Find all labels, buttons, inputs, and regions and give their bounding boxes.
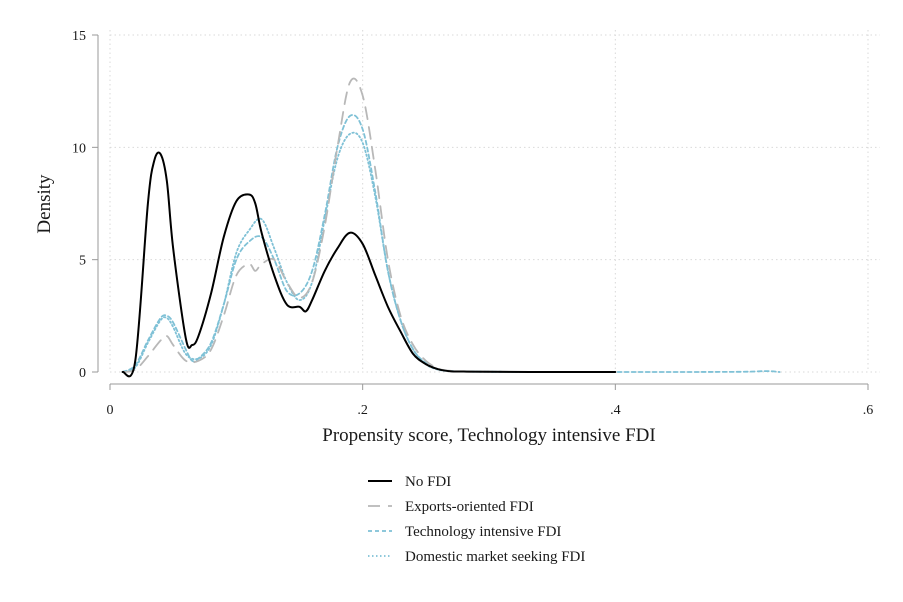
- x-tick-label: .6: [863, 403, 874, 418]
- grid-lines: [109, 30, 880, 373]
- series-line: [121, 77, 617, 373]
- x-tick-label: 0: [107, 403, 114, 418]
- legend-label: Exports-oriented FDI: [405, 499, 534, 515]
- tick-labels: 0 5 10 15 0 .2 .4 .6: [72, 29, 873, 418]
- legend-label: No FDI: [405, 474, 451, 490]
- y-tick-label: 10: [72, 141, 86, 156]
- legend-label: Technology intensive FDI: [405, 524, 561, 540]
- x-tick-label: .4: [610, 403, 621, 418]
- y-tick-label: 15: [72, 29, 86, 44]
- x-tick-label: .2: [357, 403, 368, 418]
- legend-label: Domestic market seeking FDI: [405, 549, 585, 565]
- legend: No FDI Exports-oriented FDI Technology int…: [368, 474, 585, 565]
- y-tick-label: 5: [79, 254, 86, 269]
- series-line: [121, 151, 617, 378]
- axes: [97, 35, 868, 385]
- y-axis-title: Density: [34, 174, 55, 234]
- series-line: [121, 131, 617, 373]
- y-tick-label: 0: [79, 366, 86, 381]
- x-axis-title: Propensity score, Technology intensive F…: [322, 425, 655, 446]
- series-lines: [121, 77, 781, 378]
